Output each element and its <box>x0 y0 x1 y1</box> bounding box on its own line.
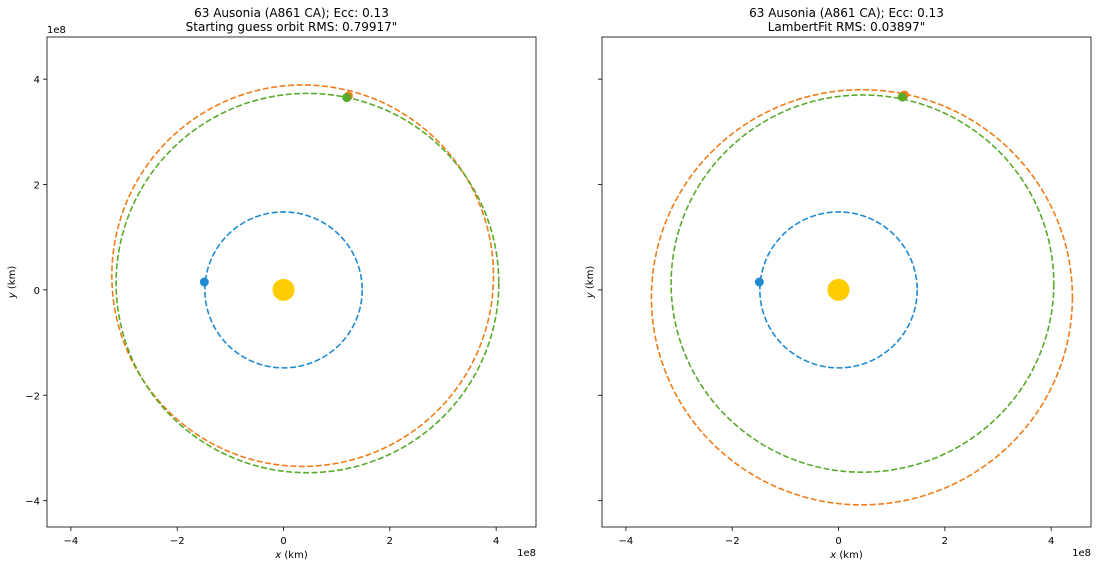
y-axis-label-var: y <box>585 291 596 299</box>
chart-title-line-2: Starting guess orbit RMS: 0.79917" <box>186 20 398 34</box>
earth-orbit <box>759 211 918 369</box>
x-axis-label-unit: (km) <box>836 550 863 561</box>
x-axis-label: x (km) <box>829 550 863 561</box>
y-axis-label: y (km) <box>7 266 18 300</box>
x-tick-label: 2 <box>387 536 393 547</box>
x-axis-label-var: x <box>829 550 836 561</box>
sun-marker <box>827 278 850 301</box>
y-axis-label: y (km) <box>585 266 596 300</box>
reference-orbit <box>670 94 1055 474</box>
position-marker-2 <box>342 93 352 103</box>
axes-frame <box>601 36 1092 528</box>
x-tick-label: −2 <box>725 536 740 547</box>
x-scale-label: 1e8 <box>517 548 536 559</box>
x-axis-label: x (km) <box>274 550 308 561</box>
chart-title-line-2: LambertFit RMS: 0.03897" <box>768 20 926 34</box>
subplot-2: −4 −2 0 2 4 1e8 63 Ausonia (A861 CA); Ecc: 0.1… <box>585 6 1092 561</box>
plot-area <box>650 88 1074 506</box>
earth-orbit <box>204 211 363 369</box>
y-tick-label: −4 <box>25 497 40 508</box>
chart-title-line-1: 63 Ausonia (A861 CA); Ecc: 0.13 <box>194 6 389 20</box>
x-tick-label: 4 <box>1048 536 1054 547</box>
x-tick-label: −4 <box>64 536 79 547</box>
y-axis-label-unit: (km) <box>585 266 596 293</box>
fitted-orbit <box>111 84 495 468</box>
x-tick-label: 2 <box>942 536 948 547</box>
y-scale-label: 1e8 <box>47 25 66 36</box>
x-tick-label: 0 <box>280 536 286 547</box>
x-tick-label: −4 <box>619 536 634 547</box>
plot-area <box>111 84 500 474</box>
y-tick-label: 4 <box>34 75 40 86</box>
sun-marker <box>272 278 295 301</box>
x-tick-label: −2 <box>170 536 185 547</box>
subplot-1: −4 −2 0 2 4 −4 −2 0 2 4 1e8 1e8 63 Ausonia (A861 CA)… <box>7 6 537 561</box>
reference-orbit <box>115 92 500 474</box>
y-axis-label-unit: (km) <box>7 266 18 293</box>
y-tick-label: 0 <box>34 286 40 297</box>
chart-title-line-1: 63 Ausonia (A861 CA); Ecc: 0.13 <box>749 6 944 20</box>
x-axis-label-unit: (km) <box>281 550 308 561</box>
y-tick-label: −2 <box>25 391 40 402</box>
x-tick-label: 0 <box>835 536 841 547</box>
x-axis-label-var: x <box>274 550 281 561</box>
x-tick-label: 4 <box>493 536 499 547</box>
position-marker-0 <box>199 277 209 287</box>
x-scale-label: 1e8 <box>1072 548 1091 559</box>
axes-frame <box>46 36 537 528</box>
y-axis-label-var: y <box>7 291 18 299</box>
position-marker-0 <box>754 277 764 287</box>
y-tick-label: 2 <box>34 181 40 192</box>
fitted-orbit <box>650 88 1074 506</box>
position-marker-2 <box>897 92 907 102</box>
